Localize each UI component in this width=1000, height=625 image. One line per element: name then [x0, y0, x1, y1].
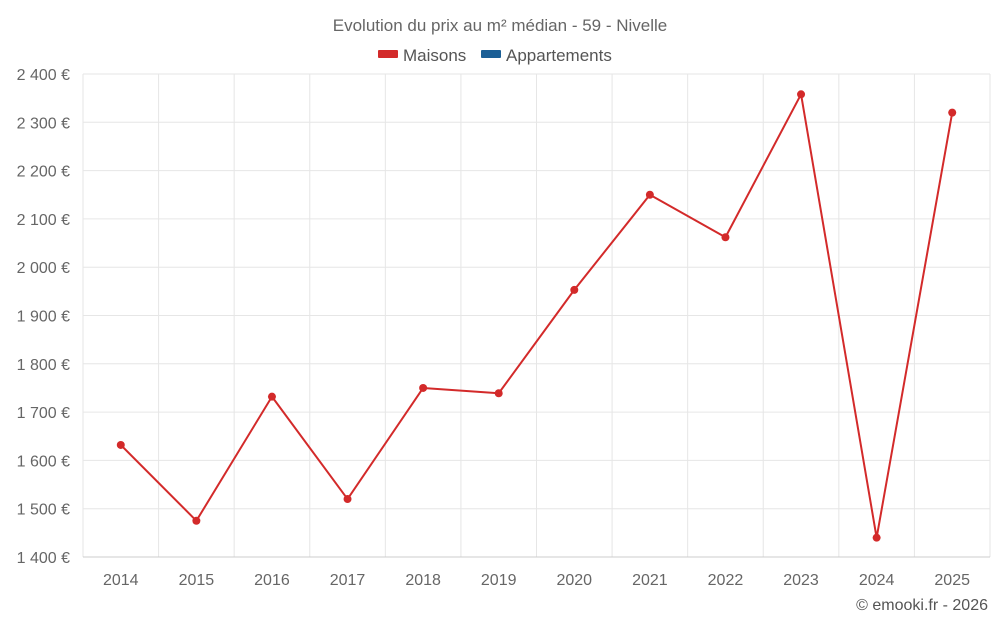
y-tick-label: 1 800 €: [17, 357, 70, 374]
x-tick-label: 2025: [934, 572, 970, 589]
credit: © emooki.fr - 2026: [856, 597, 988, 614]
legend-swatch-appartements: [481, 50, 501, 58]
x-tick-label: 2023: [783, 572, 819, 589]
y-axis-labels: 1 400 € 1 500 € 1 600 € 1 700 € 1 800 € 1 900…: [17, 67, 70, 567]
y-tick-label: 2 400 €: [17, 67, 70, 84]
x-tick-label: 2022: [708, 572, 744, 589]
x-tick-label: 2018: [405, 572, 441, 589]
data-point[interactable]: [570, 285, 579, 294]
data-point[interactable]: [645, 190, 654, 199]
y-tick-label: 2 100 €: [17, 212, 70, 229]
x-gridlines: [82, 74, 991, 557]
series-line-maisons: [120, 93, 954, 539]
legend-item-maisons[interactable]: Maisons: [378, 46, 466, 65]
x-axis-labels: 2014 2015 2016 2017 2018 2019 2020 2021 2022 2023…: [103, 572, 970, 589]
chart-title: Evolution du prix au m² médian - 59 - Ni…: [333, 16, 667, 35]
y-tick-label: 1 400 €: [17, 550, 70, 567]
x-tick-label: 2019: [481, 572, 517, 589]
data-point[interactable]: [872, 533, 881, 542]
y-tick-label: 1 600 €: [17, 453, 70, 470]
x-tick-label: 2017: [330, 572, 366, 589]
x-tick-label: 2016: [254, 572, 290, 589]
legend: Maisons Appartements: [378, 46, 612, 65]
data-point[interactable]: [343, 495, 352, 504]
y-tick-label: 2 300 €: [17, 115, 70, 132]
x-tick-label: 2020: [556, 572, 592, 589]
series-maisons: [116, 90, 957, 542]
legend-swatch-maisons: [378, 50, 398, 58]
legend-label-appartements: Appartements: [506, 46, 612, 65]
data-point[interactable]: [797, 90, 806, 99]
x-tick-label: 2021: [632, 572, 668, 589]
data-point[interactable]: [116, 440, 125, 449]
data-point[interactable]: [267, 392, 276, 401]
data-point[interactable]: [419, 383, 428, 392]
legend-label-maisons: Maisons: [403, 46, 466, 65]
y-tick-label: 1 900 €: [17, 309, 70, 326]
x-tick-label: 2014: [103, 572, 139, 589]
x-tick-label: 2015: [179, 572, 215, 589]
y-tick-label: 2 000 €: [17, 260, 70, 277]
y-tick-label: 2 200 €: [17, 164, 70, 181]
x-tick-label: 2024: [859, 572, 895, 589]
data-point[interactable]: [192, 516, 201, 525]
data-point[interactable]: [494, 389, 503, 398]
y-tick-label: 1 700 €: [17, 405, 70, 422]
y-tick-label: 1 500 €: [17, 502, 70, 519]
data-point[interactable]: [948, 108, 957, 117]
data-point[interactable]: [721, 233, 730, 242]
legend-item-appartements[interactable]: Appartements: [481, 46, 612, 65]
